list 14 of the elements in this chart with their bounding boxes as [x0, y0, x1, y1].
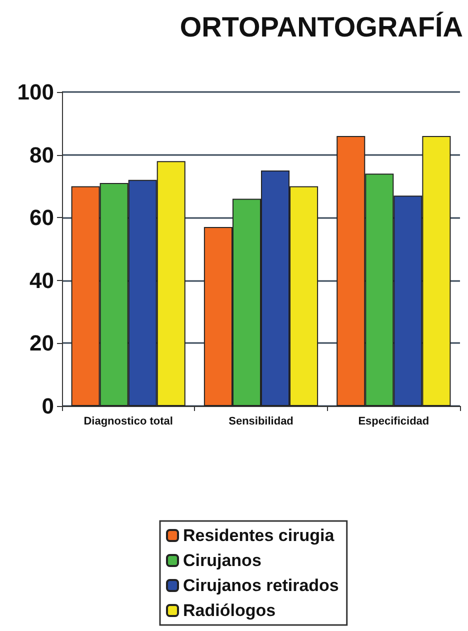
- x-tick-label: Especificidad: [358, 416, 430, 428]
- y-tick-label: 20: [30, 330, 54, 356]
- chart-title: ORTOPANTOGRAFÍA: [180, 12, 463, 42]
- y-tick-label: 60: [30, 205, 54, 230]
- y-tick-label: 40: [30, 268, 54, 293]
- legend-label: Cirujanos: [183, 551, 262, 570]
- legend-label: Residentes cirugia: [183, 526, 335, 545]
- legend-label: Cirujanos retirados: [183, 576, 339, 595]
- legend-label: Radiólogos: [183, 601, 276, 620]
- x-tick-label: Diagnostico total: [84, 416, 173, 428]
- x-tick-label: Sensibilidad: [228, 416, 294, 428]
- y-tick-label: 0: [42, 394, 54, 418]
- y-tick-label: 100: [17, 80, 54, 104]
- y-tick-label: 80: [30, 142, 54, 168]
